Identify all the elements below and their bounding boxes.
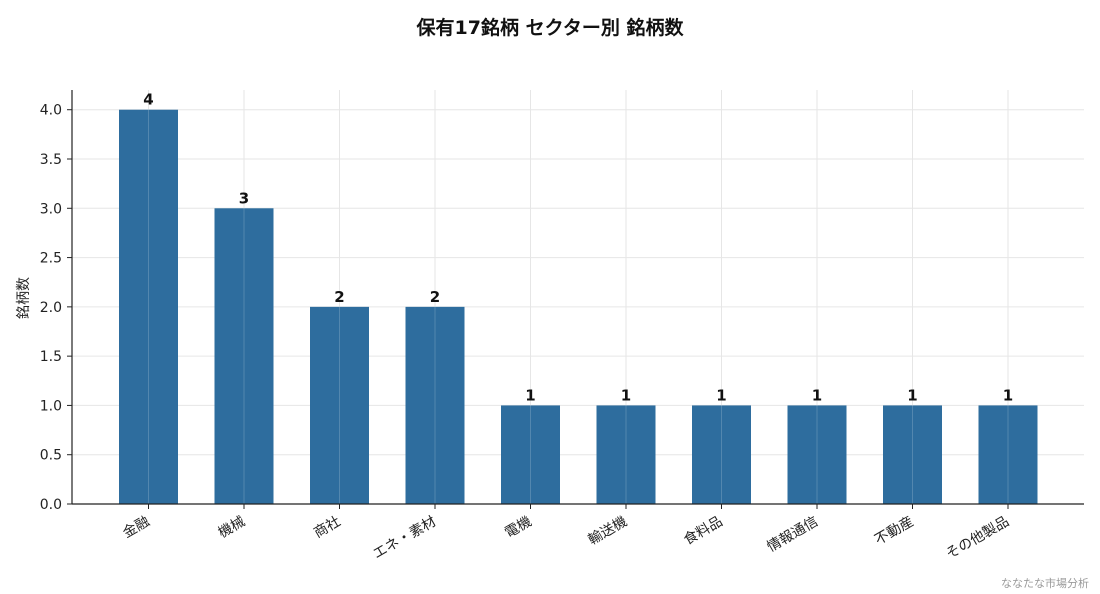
data-label-0: 4 [143, 91, 153, 109]
data-label-4: 1 [525, 386, 535, 404]
bar-7 [787, 405, 847, 504]
data-label-1: 3 [239, 189, 249, 207]
x-tick-label-4: 電機 [502, 514, 534, 542]
y-tick-label: 0.5 [40, 448, 62, 464]
x-tick-label-5: 輸送機 [586, 514, 630, 549]
data-label-5: 1 [621, 386, 631, 404]
bar-0 [119, 109, 178, 504]
bar-5 [596, 405, 656, 504]
data-label-3: 2 [430, 288, 440, 306]
y-tick-label: 1.5 [40, 349, 62, 365]
y-tick-label: 4.0 [40, 103, 62, 119]
x-tick-label-9: その他製品 [943, 514, 1012, 563]
bar-1 [214, 208, 274, 505]
bar-2 [310, 306, 369, 504]
x-tick-label-6: 食料品 [681, 513, 726, 549]
y-tick-label: 2.5 [40, 251, 62, 267]
credit-text: ななたな市場分析 [1001, 576, 1089, 590]
bar-9 [978, 405, 1038, 504]
chart-title: 保有17銘柄 セクター別 銘柄数 [416, 16, 685, 39]
data-label-8: 1 [907, 386, 917, 404]
data-label-6: 1 [716, 386, 726, 404]
y-tick-label: 1.0 [40, 398, 62, 414]
x-tick-label-8: 不動産 [872, 514, 916, 549]
x-tick-label-7: 情報通信 [765, 514, 821, 556]
y-tick-label: 0.0 [40, 497, 62, 513]
bar-4 [501, 405, 560, 504]
bars: 4 3 2 2 1 1 1 1 1 1 [119, 91, 1038, 505]
y-tick-label: 3.5 [40, 152, 62, 168]
data-label-9: 1 [1003, 386, 1013, 404]
x-tick-label-2: 商社 [311, 514, 343, 542]
bar-8 [883, 405, 942, 504]
x-tick-label-3: エネ・素材 [370, 514, 439, 563]
x-tick-label-1: 機械 [216, 514, 248, 542]
y-tick-label: 2.0 [40, 300, 62, 316]
data-label-2: 2 [334, 288, 344, 306]
data-label-7: 1 [812, 386, 822, 404]
bar-6 [692, 405, 751, 504]
x-tick-label-0: 金融 [120, 514, 152, 542]
y-tick-label: 3.0 [40, 201, 62, 217]
y-axis-label: 銘柄数 [16, 277, 32, 319]
bar-3 [405, 306, 465, 504]
